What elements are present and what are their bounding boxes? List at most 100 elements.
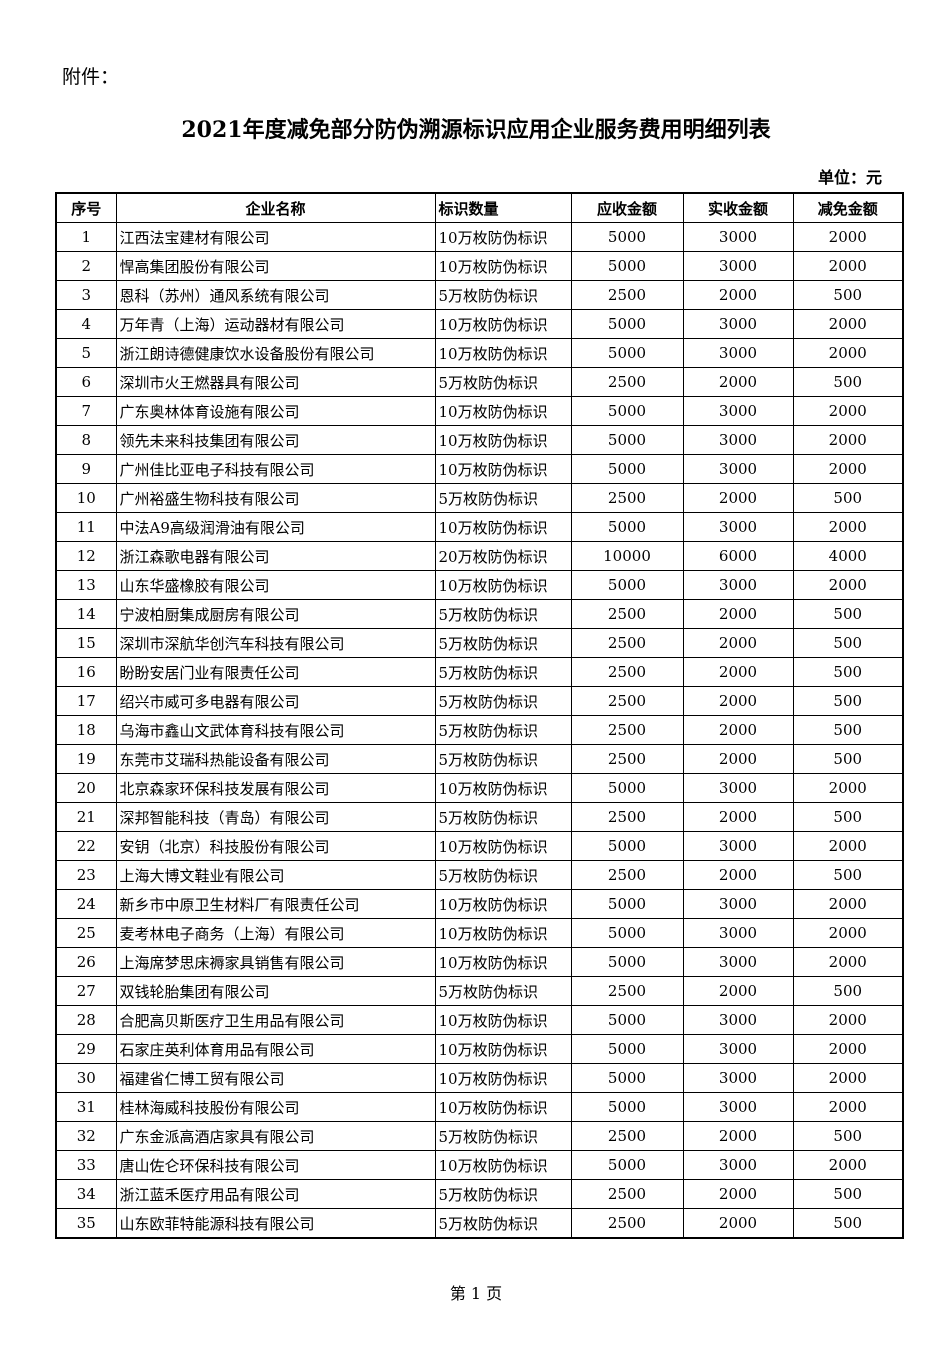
table-row: 34 浙江蓝禾医疗用品有限公司 5万枚防伪标识 2500 2000 500 bbox=[55, 1179, 904, 1209]
cell-quantity: 10万枚防伪标识 bbox=[434, 512, 572, 542]
cell-waived: 500 bbox=[792, 599, 904, 629]
cell-received: 2000 bbox=[682, 628, 794, 658]
cell-waived: 2000 bbox=[792, 251, 904, 281]
cell-received: 3000 bbox=[682, 1150, 794, 1180]
table-row: 4 万年青（上海）运动器材有限公司 10万枚防伪标识 5000 3000 2000 bbox=[55, 309, 904, 339]
cell-receivable: 2500 bbox=[570, 802, 684, 832]
cell-receivable: 5000 bbox=[570, 947, 684, 977]
cell-index: 33 bbox=[55, 1150, 117, 1180]
cell-receivable: 2500 bbox=[570, 1208, 684, 1239]
cell-company: 恩科（苏州）通风系统有限公司 bbox=[115, 280, 436, 310]
cell-quantity: 5万枚防伪标识 bbox=[434, 802, 572, 832]
cell-quantity: 5万枚防伪标识 bbox=[434, 1179, 572, 1209]
cell-waived: 2000 bbox=[792, 454, 904, 484]
cell-company: 石家庄英利体育用品有限公司 bbox=[115, 1034, 436, 1064]
cell-quantity: 10万枚防伪标识 bbox=[434, 918, 572, 948]
cell-receivable: 5000 bbox=[570, 396, 684, 426]
cell-waived: 500 bbox=[792, 657, 904, 687]
cell-index: 5 bbox=[55, 338, 117, 368]
cell-received: 2000 bbox=[682, 686, 794, 716]
cell-index: 31 bbox=[55, 1092, 117, 1122]
cell-company: 安钥（北京）科技股份有限公司 bbox=[115, 831, 436, 861]
cell-company: 唐山佐仑环保科技有限公司 bbox=[115, 1150, 436, 1180]
cell-index: 35 bbox=[55, 1208, 117, 1239]
table-row: 2 悍高集团股份有限公司 10万枚防伪标识 5000 3000 2000 bbox=[55, 251, 904, 281]
cell-receivable: 2500 bbox=[570, 976, 684, 1006]
header-company: 企业名称 bbox=[115, 192, 436, 223]
table-row: 27 双钱轮胎集团有限公司 5万枚防伪标识 2500 2000 500 bbox=[55, 976, 904, 1006]
cell-received: 3000 bbox=[682, 570, 794, 600]
cell-index: 22 bbox=[55, 831, 117, 861]
cell-waived: 4000 bbox=[792, 541, 904, 571]
cell-receivable: 5000 bbox=[570, 1063, 684, 1093]
cell-waived: 500 bbox=[792, 367, 904, 397]
cell-index: 18 bbox=[55, 715, 117, 745]
table-row: 23 上海大博文鞋业有限公司 5万枚防伪标识 2500 2000 500 bbox=[55, 860, 904, 890]
cell-waived: 500 bbox=[792, 976, 904, 1006]
cell-waived: 2000 bbox=[792, 773, 904, 803]
cell-quantity: 10万枚防伪标识 bbox=[434, 831, 572, 861]
table-row: 11 中法A9高级润滑油有限公司 10万枚防伪标识 5000 3000 2000 bbox=[55, 512, 904, 542]
cell-waived: 500 bbox=[792, 686, 904, 716]
fee-table: 序号 企业名称 标识数量 应收金额 实收金额 减免金额 1 江西法宝建材有限公司 1… bbox=[55, 192, 904, 1239]
attachment-label: 附件： bbox=[62, 66, 120, 88]
cell-company: 新乡市中原卫生材料厂有限责任公司 bbox=[115, 889, 436, 919]
cell-waived: 2000 bbox=[792, 918, 904, 948]
cell-received: 2000 bbox=[682, 1208, 794, 1239]
cell-waived: 2000 bbox=[792, 1063, 904, 1093]
cell-received: 2000 bbox=[682, 1121, 794, 1151]
cell-quantity: 10万枚防伪标识 bbox=[434, 396, 572, 426]
table-row: 16 盼盼安居门业有限责任公司 5万枚防伪标识 2500 2000 500 bbox=[55, 657, 904, 687]
cell-waived: 2000 bbox=[792, 570, 904, 600]
table-row: 28 合肥高贝斯医疗卫生用品有限公司 10万枚防伪标识 5000 3000 2000 bbox=[55, 1005, 904, 1035]
cell-received: 3000 bbox=[682, 338, 794, 368]
table-row: 30 福建省仁博工贸有限公司 10万枚防伪标识 5000 3000 2000 bbox=[55, 1063, 904, 1093]
page-number: 第 1 页 bbox=[449, 1284, 503, 1303]
cell-receivable: 2500 bbox=[570, 628, 684, 658]
cell-index: 30 bbox=[55, 1063, 117, 1093]
cell-company: 领先未来科技集团有限公司 bbox=[115, 425, 436, 455]
cell-received: 3000 bbox=[682, 889, 794, 919]
table-row: 5 浙江朗诗德健康饮水设备股份有限公司 10万枚防伪标识 5000 3000 2000 bbox=[55, 338, 904, 368]
cell-index: 21 bbox=[55, 802, 117, 832]
cell-receivable: 5000 bbox=[570, 222, 684, 252]
cell-quantity: 10万枚防伪标识 bbox=[434, 1005, 572, 1035]
cell-receivable: 5000 bbox=[570, 918, 684, 948]
cell-received: 3000 bbox=[682, 222, 794, 252]
cell-index: 10 bbox=[55, 483, 117, 513]
cell-quantity: 10万枚防伪标识 bbox=[434, 570, 572, 600]
cell-company: 浙江蓝禾医疗用品有限公司 bbox=[115, 1179, 436, 1209]
cell-quantity: 5万枚防伪标识 bbox=[434, 1121, 572, 1151]
cell-received: 2000 bbox=[682, 1179, 794, 1209]
cell-company: 深邦智能科技（青岛）有限公司 bbox=[115, 802, 436, 832]
cell-waived: 2000 bbox=[792, 889, 904, 919]
cell-quantity: 5万枚防伪标识 bbox=[434, 657, 572, 687]
cell-quantity: 10万枚防伪标识 bbox=[434, 425, 572, 455]
cell-received: 2000 bbox=[682, 744, 794, 774]
cell-received: 3000 bbox=[682, 831, 794, 861]
header-waived: 减免金额 bbox=[792, 192, 904, 223]
cell-received: 3000 bbox=[682, 396, 794, 426]
cell-index: 28 bbox=[55, 1005, 117, 1035]
cell-company: 桂林海威科技股份有限公司 bbox=[115, 1092, 436, 1122]
cell-company: 广东金派高酒店家具有限公司 bbox=[115, 1121, 436, 1151]
cell-quantity: 5万枚防伪标识 bbox=[434, 628, 572, 658]
cell-quantity: 10万枚防伪标识 bbox=[434, 338, 572, 368]
cell-company: 江西法宝建材有限公司 bbox=[115, 222, 436, 252]
cell-company: 万年青（上海）运动器材有限公司 bbox=[115, 309, 436, 339]
cell-receivable: 5000 bbox=[570, 1005, 684, 1035]
cell-receivable: 5000 bbox=[570, 309, 684, 339]
cell-quantity: 10万枚防伪标识 bbox=[434, 889, 572, 919]
cell-company: 浙江朗诗德健康饮水设备股份有限公司 bbox=[115, 338, 436, 368]
table-row: 14 宁波柏厨集成厨房有限公司 5万枚防伪标识 2500 2000 500 bbox=[55, 599, 904, 629]
table-row: 17 绍兴市威可多电器有限公司 5万枚防伪标识 2500 2000 500 bbox=[55, 686, 904, 716]
cell-company: 宁波柏厨集成厨房有限公司 bbox=[115, 599, 436, 629]
cell-company: 广州佳比亚电子科技有限公司 bbox=[115, 454, 436, 484]
cell-received: 3000 bbox=[682, 773, 794, 803]
table-row: 13 山东华盛橡胶有限公司 10万枚防伪标识 5000 3000 2000 bbox=[55, 570, 904, 600]
cell-company: 上海大博文鞋业有限公司 bbox=[115, 860, 436, 890]
cell-index: 17 bbox=[55, 686, 117, 716]
unit-label: 单位：元 bbox=[817, 168, 882, 187]
cell-waived: 2000 bbox=[792, 309, 904, 339]
table-row: 7 广东奥林体育设施有限公司 10万枚防伪标识 5000 3000 2000 bbox=[55, 396, 904, 426]
